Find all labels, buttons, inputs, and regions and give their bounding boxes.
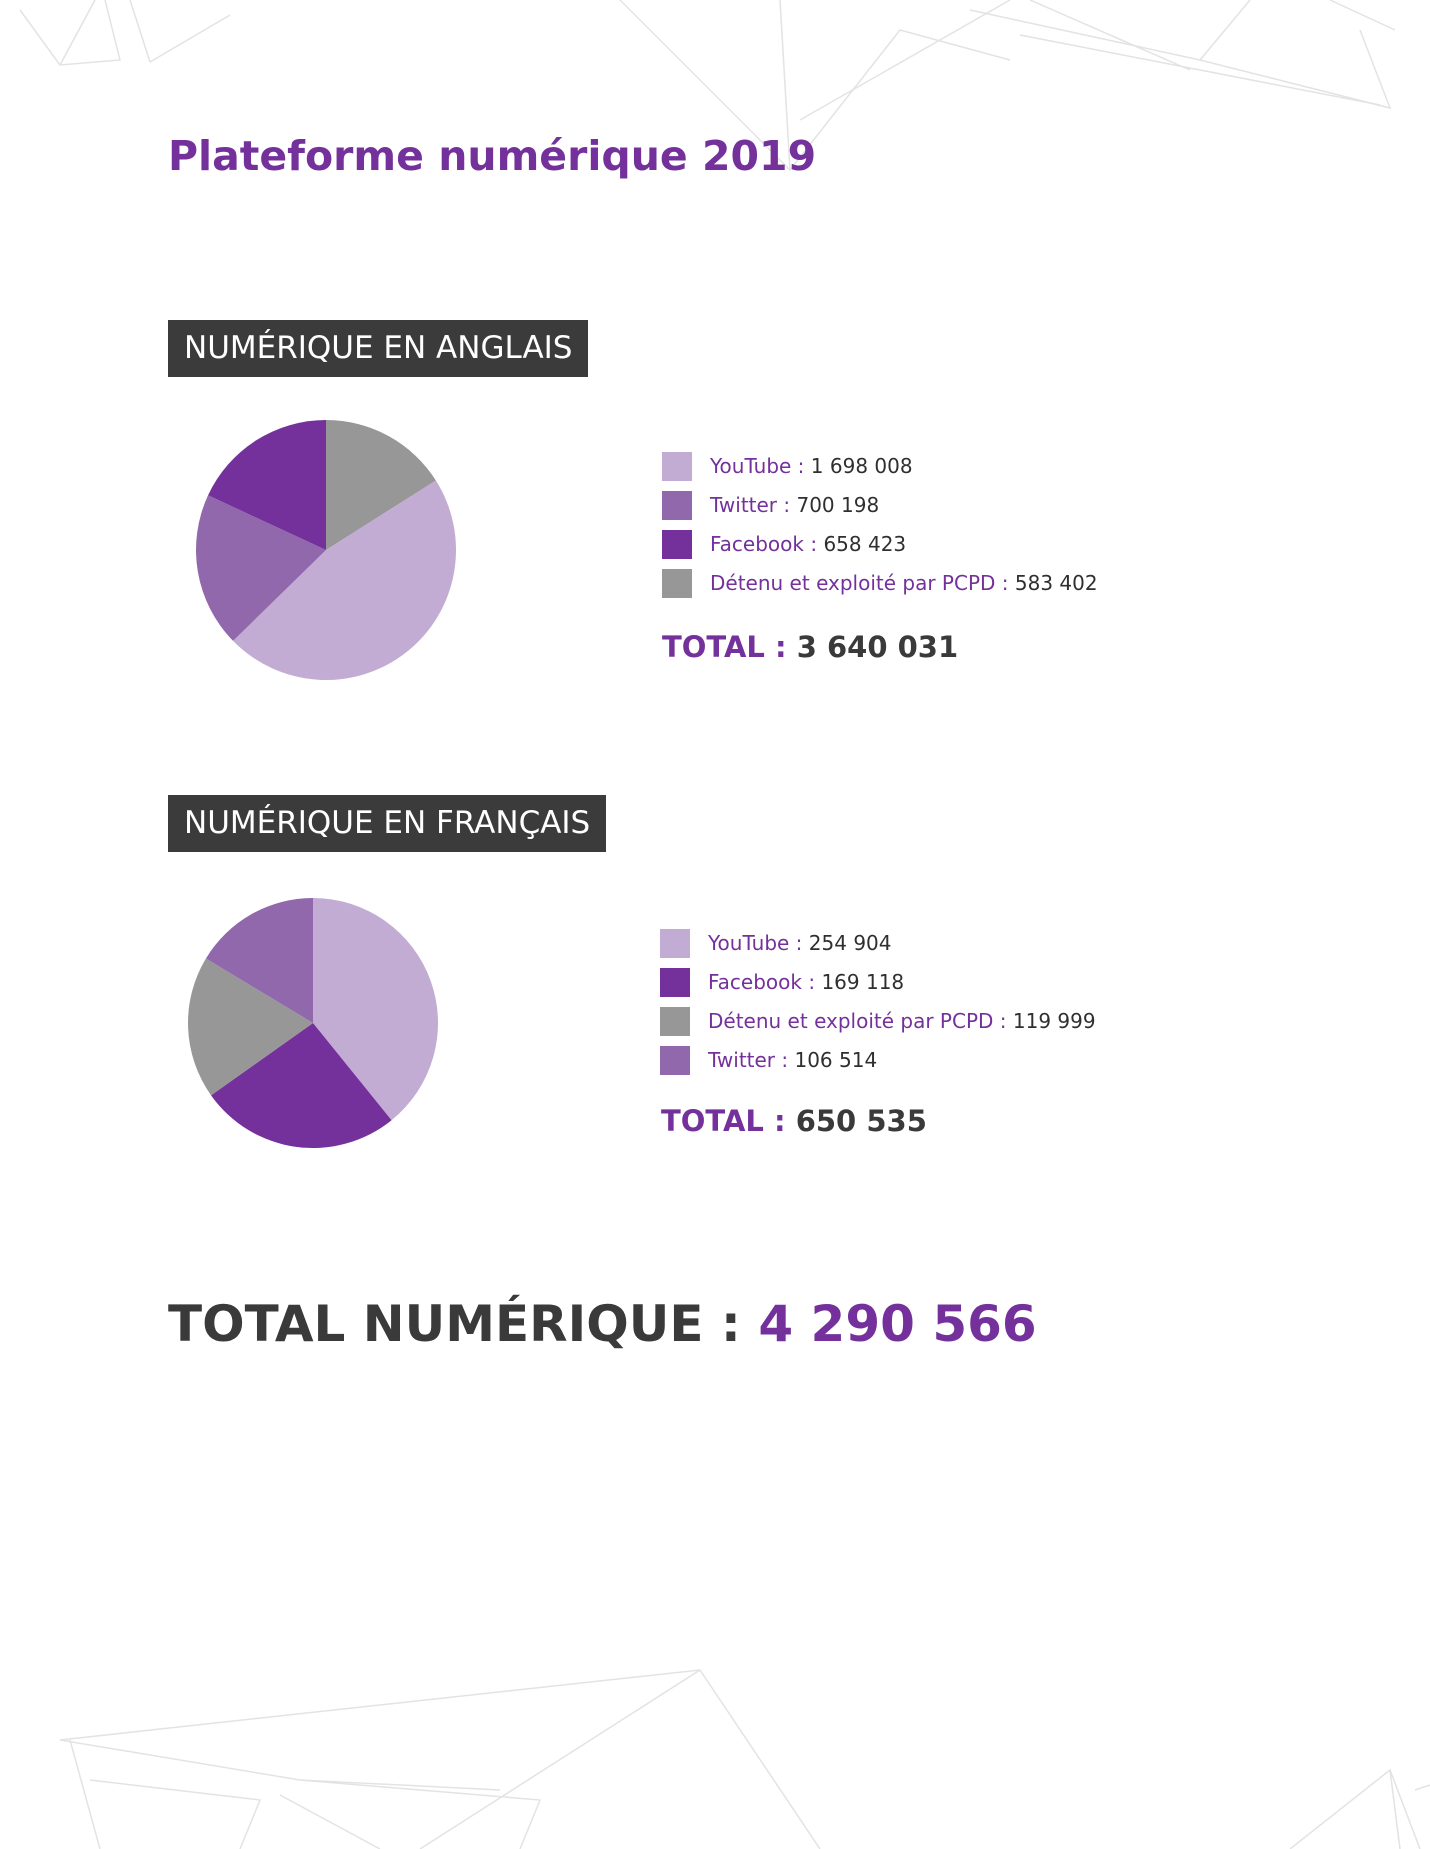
grand-total: TOTAL NUMÉRIQUE : 4 290 566: [168, 1295, 1037, 1353]
legend-series-name: Twitter: [708, 1048, 776, 1072]
legend-label: YouTube : 254 904: [708, 931, 892, 955]
page-title: Plateforme numérique 2019: [168, 132, 817, 180]
pie-slice-detenu-et-exploite-par-pcpd: [326, 420, 436, 550]
legend-swatch: [662, 569, 692, 598]
total-english-value: 3 640 031: [796, 630, 959, 664]
legend-label: Facebook : 169 118: [708, 970, 904, 994]
total-french-value: 650 535: [795, 1104, 927, 1138]
total-english-label: TOTAL :: [662, 630, 787, 664]
legend-series-name: YouTube: [708, 931, 790, 955]
pie-slice-youtube: [233, 480, 457, 681]
legend-series-name: Twitter: [710, 493, 778, 517]
legend-series-name: Facebook: [708, 970, 802, 994]
grand-total-label: TOTAL NUMÉRIQUE :: [168, 1295, 741, 1353]
grand-total-value: 4 290 566: [758, 1295, 1037, 1353]
legend-separator: :: [777, 493, 797, 517]
legend-swatch: [660, 929, 690, 958]
legend-separator: :: [775, 1048, 795, 1072]
pie-slice-facebook: [211, 1023, 392, 1148]
legend-swatch: [662, 491, 692, 520]
legend-series-name: YouTube: [710, 454, 792, 478]
legend-value: 169 118: [821, 970, 905, 994]
total-french-label: TOTAL :: [661, 1104, 786, 1138]
legend-value: 658 423: [823, 532, 907, 556]
legend-separator: :: [803, 532, 824, 556]
legend-series-name: Détenu et exploité par PCPD: [710, 571, 996, 595]
legend-swatch: [660, 1007, 690, 1036]
legend-separator: :: [993, 1009, 1013, 1033]
legend-label: Détenu et exploité par PCPD : 119 999: [708, 1009, 1096, 1033]
legend-label: Twitter : 700 198: [710, 493, 879, 517]
section-label-english: NUMÉRIQUE EN ANGLAIS: [168, 320, 589, 377]
legend-separator: :: [801, 970, 822, 994]
pie-slice-facebook: [208, 420, 326, 550]
legend-swatch: [660, 1046, 690, 1075]
legend-label: Facebook : 658 423: [710, 532, 906, 556]
legend-value: 583 402: [1014, 571, 1098, 595]
legend-value: 119 999: [1012, 1009, 1096, 1033]
pie-slice-youtube: [313, 898, 439, 1121]
legend-value: 106 514: [794, 1048, 878, 1072]
legend-value: 254 904: [808, 931, 892, 955]
legend-swatch: [662, 530, 692, 559]
legend-separator: :: [789, 931, 809, 955]
legend-separator: :: [995, 571, 1015, 595]
total-french: TOTAL : 650 535: [661, 1104, 927, 1138]
legend-swatch: [660, 968, 690, 997]
legend-swatch: [662, 452, 692, 481]
pie-chart-english: [195, 420, 457, 681]
pie-slice-detenu-et-exploite-par-pcpd: [188, 958, 313, 1096]
legend-label: Twitter : 106 514: [708, 1048, 877, 1072]
legend-label: YouTube : 1 698 008: [710, 454, 913, 478]
total-english: TOTAL : 3 640 031: [662, 630, 958, 664]
legend-value: 1 698 008: [810, 454, 913, 478]
pie-chart-french: [188, 898, 439, 1148]
pie-slice-twitter: [195, 495, 326, 641]
legend-series-name: Détenu et exploité par PCPD: [708, 1009, 994, 1033]
legend-label: Détenu et exploité par PCPD : 583 402: [710, 571, 1098, 595]
pie-slice-twitter: [205, 898, 313, 1023]
legend-separator: :: [791, 454, 811, 478]
section-label-french: NUMÉRIQUE EN FRANÇAIS: [168, 795, 607, 852]
legend-series-name: Facebook: [710, 532, 804, 556]
legend-value: 700 198: [796, 493, 880, 517]
